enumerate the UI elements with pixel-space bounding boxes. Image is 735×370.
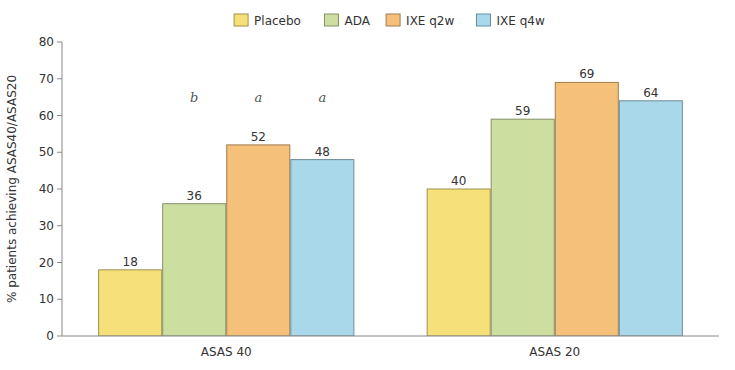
- annotation: b: [190, 90, 198, 105]
- y-tick-label: 50: [39, 145, 54, 159]
- bar: [491, 119, 554, 336]
- bar: [227, 145, 290, 336]
- x-tick-label: ASAS 20: [529, 345, 580, 359]
- data-label: 18: [123, 255, 138, 269]
- legend-label: ADA: [345, 14, 371, 28]
- legend-swatch: [386, 14, 400, 26]
- x-tick-label: ASAS 40: [201, 345, 252, 359]
- data-label: 59: [515, 104, 530, 118]
- bar: [427, 189, 490, 336]
- bar: [99, 270, 162, 336]
- y-tick: [57, 262, 62, 263]
- y-tick: [57, 299, 62, 300]
- y-tick-label: 30: [39, 219, 54, 233]
- annotation: a: [318, 90, 326, 105]
- y-tick: [57, 42, 62, 43]
- bar: [619, 101, 682, 336]
- y-tick-label: 40: [39, 182, 54, 196]
- x-axis-line: [62, 336, 719, 337]
- legend: Placebo ADA IXE q2w IXE q4w: [234, 14, 545, 28]
- y-tick: [57, 225, 62, 226]
- y-tick: [57, 189, 62, 190]
- y-tick-label: 60: [39, 109, 54, 123]
- y-tick-label: 0: [46, 329, 54, 343]
- bars: [99, 82, 683, 336]
- y-tick: [57, 336, 62, 337]
- legend-label: IXE q2w: [406, 14, 454, 28]
- y-tick-label: 10: [39, 292, 54, 306]
- bar: [555, 82, 618, 336]
- legend-swatch: [477, 14, 491, 26]
- y-tick: [57, 115, 62, 116]
- y-tick-label: 80: [39, 35, 54, 49]
- annotation: a: [254, 90, 262, 105]
- y-tick: [57, 78, 62, 79]
- y-axis-line: [62, 42, 63, 336]
- y-tick: [57, 152, 62, 153]
- data-label: 69: [579, 67, 594, 81]
- data-label: 48: [315, 145, 330, 159]
- y-tick-label: 20: [39, 256, 54, 270]
- y-axis: 0 10 20 30 40 50 60 70 80: [39, 35, 62, 343]
- chart: 0 10 20 30 40 50 60 70 80 % patients achieving AS…: [0, 0, 735, 370]
- y-tick-label: 70: [39, 72, 54, 86]
- data-labels: 18 40 36 59 52 69 48 64: [123, 67, 659, 268]
- data-label: 36: [187, 189, 202, 203]
- legend-label: Placebo: [254, 14, 301, 28]
- legend-swatch: [234, 14, 248, 26]
- data-label: 52: [251, 130, 266, 144]
- data-label: 40: [451, 174, 466, 188]
- legend-label: IXE q4w: [497, 14, 545, 28]
- bar: [163, 204, 226, 336]
- legend-swatch: [325, 14, 339, 26]
- y-axis-label: % patients achieving ASAS40/ASAS20: [5, 75, 19, 303]
- bar: [291, 160, 354, 336]
- data-label: 64: [643, 86, 658, 100]
